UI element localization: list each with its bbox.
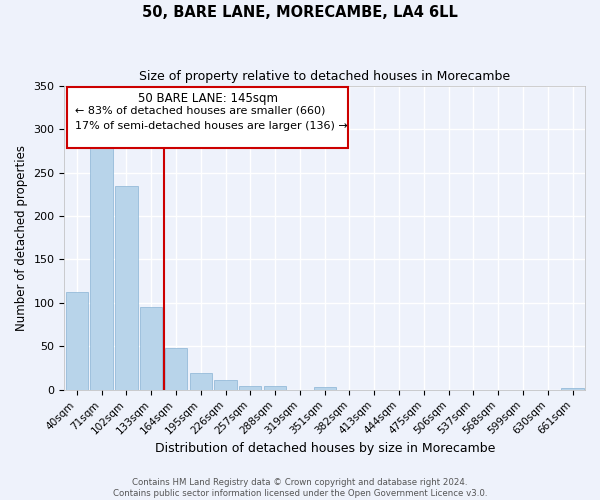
Bar [214,380,236,390]
X-axis label: Distribution of detached houses by size in Morecambe: Distribution of detached houses by size … [155,442,495,455]
Bar [264,386,286,390]
Text: 50 BARE LANE: 145sqm: 50 BARE LANE: 145sqm [137,92,278,104]
Bar [239,386,262,390]
Bar [190,374,212,390]
Bar [165,348,187,390]
Text: Contains HM Land Registry data © Crown copyright and database right 2024.
Contai: Contains HM Land Registry data © Crown c… [113,478,487,498]
Text: 50, BARE LANE, MORECAMBE, LA4 6LL: 50, BARE LANE, MORECAMBE, LA4 6LL [142,5,458,20]
Bar [140,308,163,390]
FancyBboxPatch shape [67,87,348,148]
Text: ← 83% of detached houses are smaller (660): ← 83% of detached houses are smaller (66… [75,106,325,116]
Bar [91,146,113,390]
Bar [65,292,88,390]
Bar [115,186,137,390]
Title: Size of property relative to detached houses in Morecambe: Size of property relative to detached ho… [139,70,510,83]
Y-axis label: Number of detached properties: Number of detached properties [15,144,28,330]
Bar [314,388,336,390]
Bar [562,388,584,390]
Text: 17% of semi-detached houses are larger (136) →: 17% of semi-detached houses are larger (… [75,120,347,130]
